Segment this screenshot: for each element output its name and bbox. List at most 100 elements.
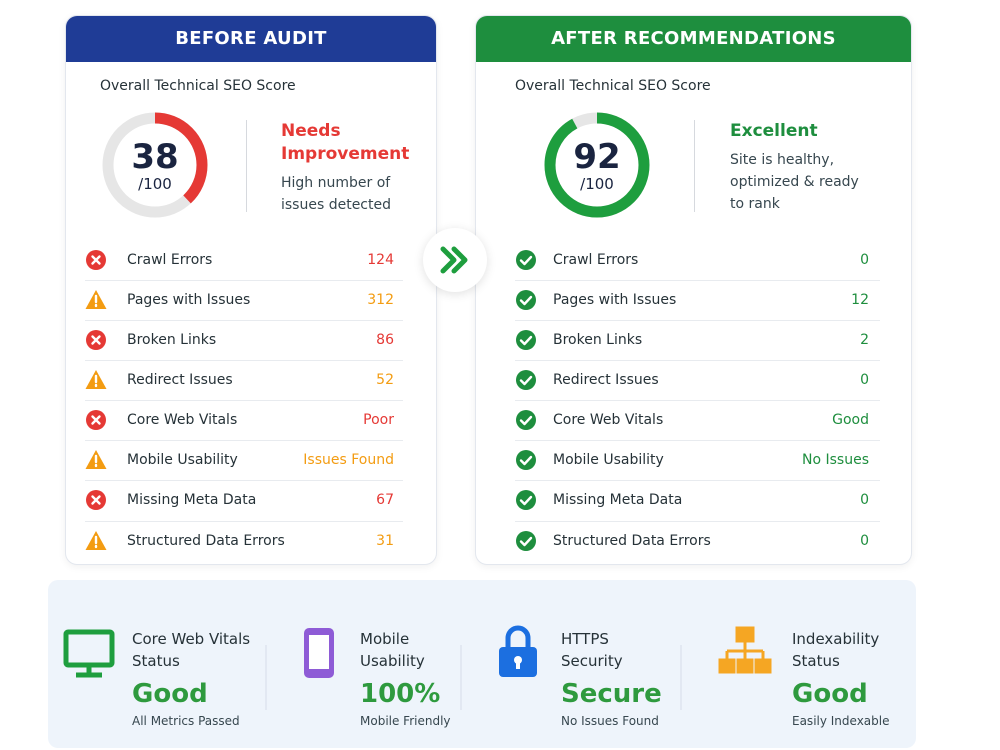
status-icon: [516, 250, 536, 270]
status-mark: [519, 295, 533, 306]
status-icon: [86, 250, 106, 270]
item-label: Core Web Vitals: [127, 412, 238, 428]
gauge-arc: [102, 112, 208, 218]
status-icon: [85, 290, 107, 309]
row-separator: [515, 440, 880, 441]
highlight-note: No Issues Found: [561, 714, 659, 728]
highlight-note: Mobile Friendly: [360, 714, 451, 728]
status-icon: [516, 410, 536, 430]
item-value: No Issues: [802, 452, 869, 468]
row-separator: [515, 521, 880, 522]
highlight-value: 100%: [360, 679, 441, 709]
score-value: 38: [131, 137, 179, 177]
item-label: Missing Meta Data: [553, 492, 683, 508]
status: Excellent: [730, 121, 818, 141]
status-mark: [519, 415, 533, 426]
item-label: Core Web Vitals: [553, 412, 664, 428]
status-icon: [86, 410, 106, 430]
item-value: 0: [860, 252, 869, 268]
panel-header: AFTER RECOMMENDATIONS: [476, 16, 911, 62]
monitor-icon: [63, 629, 115, 678]
highlight-value: Good: [792, 679, 868, 709]
item-label: Broken Links: [127, 332, 217, 348]
status-mark: [519, 455, 533, 466]
highlight-label: HTTPS Security: [561, 630, 623, 670]
gauge-arc: [544, 112, 650, 218]
item-value: 124: [367, 252, 394, 268]
item-label: Broken Links: [553, 332, 643, 348]
item-label: Redirect Issues: [127, 372, 233, 388]
score-label: Overall Technical SEO Score: [515, 78, 711, 94]
status-icon: [85, 531, 107, 550]
highlight-note: Easily Indexable: [792, 714, 890, 728]
status-circle: [516, 250, 536, 270]
item-label: Pages with Issues: [553, 292, 677, 308]
status-circle: [516, 490, 536, 510]
item-label: Crawl Errors: [127, 252, 213, 268]
score-value: 92: [573, 137, 621, 177]
status-description: Site is healthy, optimized & ready to ra…: [730, 152, 859, 212]
panel: BEFORE AUDIT: [65, 15, 437, 565]
item-value: Issues Found: [303, 452, 394, 468]
sitemap-icon: [718, 626, 772, 674]
item-value: 2: [860, 332, 869, 348]
item-value: 0: [860, 533, 869, 549]
status-circle: [516, 330, 536, 350]
row-separator: [85, 400, 403, 401]
item-value: 12: [851, 292, 869, 308]
score-max: /100: [580, 175, 614, 193]
chevron-icon: [440, 246, 468, 274]
status-icon: [86, 330, 106, 350]
status-icon: [86, 490, 106, 510]
status-circle: [516, 450, 536, 470]
status-circle: [516, 290, 536, 310]
status-mark: [519, 335, 533, 346]
row-separator: [85, 360, 403, 361]
item-label: Pages with Issues: [127, 292, 251, 308]
highlight-value: Good: [132, 679, 208, 709]
status-icon: [516, 450, 536, 470]
lock-icon: [499, 625, 537, 677]
row-separator: [515, 320, 880, 321]
status-circle: [516, 410, 536, 430]
item-label: Missing Meta Data: [127, 492, 257, 508]
gauge: [102, 112, 208, 218]
highlight-label: Mobile Usability: [360, 630, 425, 670]
item-value: 52: [376, 372, 394, 388]
status-mark: [91, 335, 101, 345]
status-icon: [85, 370, 107, 389]
row-separator: [85, 480, 403, 481]
highlight-label: Indexability Status: [792, 630, 880, 670]
highlight-value: Secure: [561, 679, 662, 709]
status: Needs Improvement: [281, 121, 410, 164]
item-value: 31: [376, 533, 394, 549]
phone-icon: [304, 628, 334, 678]
status-mark: [519, 255, 533, 266]
row-separator: [85, 440, 403, 441]
row-separator: [515, 280, 880, 281]
status-description: High number of issues detected: [281, 175, 391, 213]
item-value: Poor: [363, 412, 394, 428]
status-mark: [519, 536, 533, 547]
row-separator: [515, 400, 880, 401]
item-label: Redirect Issues: [553, 372, 659, 388]
status-icon: [516, 330, 536, 350]
status-icon: [516, 370, 536, 390]
score-max: /100: [138, 175, 172, 193]
item-value: 86: [376, 332, 394, 348]
status-mark: [519, 375, 533, 386]
status-mark: [91, 495, 101, 505]
item-value: Good: [832, 412, 869, 428]
item-label: Structured Data Errors: [127, 533, 285, 549]
item-value: 67: [376, 492, 394, 508]
row-separator: [515, 480, 880, 481]
status-icon: [516, 531, 536, 551]
status-icon: [516, 490, 536, 510]
row-separator: [515, 360, 880, 361]
item-value: 312: [367, 292, 394, 308]
highlight-note: All Metrics Passed: [132, 714, 240, 728]
gauge: [544, 112, 650, 218]
item-label: Mobile Usability: [553, 452, 664, 468]
